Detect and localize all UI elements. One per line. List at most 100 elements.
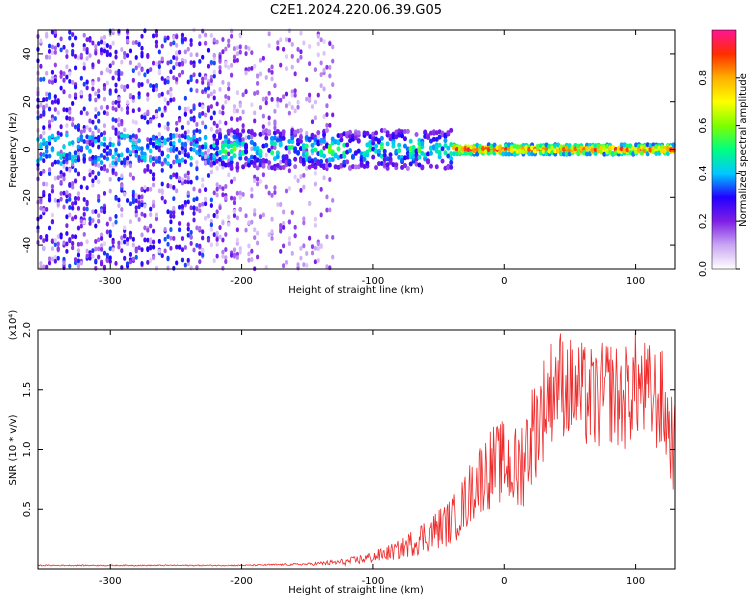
spectrogram-cell [73, 124, 78, 130]
spectrogram-cell [111, 40, 115, 46]
spectrogram-cell [203, 201, 208, 207]
spectrogram-cell [189, 116, 193, 122]
spectrogram-cell [183, 179, 187, 185]
spectrogram-cell [56, 110, 60, 116]
spectrogram-cell [180, 157, 185, 163]
spectrogram-cell [221, 110, 225, 116]
spectrogram-cell [151, 33, 156, 39]
spectrogram-cell [290, 139, 295, 145]
spectrogram-cell [128, 234, 133, 240]
spectrogram-cell [198, 243, 202, 249]
spectrogram-cell [305, 166, 309, 171]
spectrogram-cell [275, 154, 280, 160]
spectrogram-cell [195, 122, 199, 127]
spectrogram-cell [206, 63, 211, 69]
spectrogram-cell [45, 70, 49, 76]
spectrogram-cell [50, 69, 55, 75]
spectrogram-cell [189, 265, 193, 271]
spectrogram-cell [371, 146, 376, 152]
spectrogram-cell [322, 153, 327, 159]
spectrogram-cell [53, 107, 57, 112]
spectrogram-cell [221, 49, 225, 55]
spectrogram-cell [437, 151, 442, 157]
spectrogram-cell [281, 129, 286, 135]
spectrogram-cell [91, 86, 95, 92]
spectrogram-cell [42, 168, 46, 174]
spectrogram-cell [120, 47, 124, 52]
spectrogram-cell [299, 174, 303, 179]
spectrogram-cell [192, 138, 196, 144]
spectrogram-cell [290, 250, 294, 256]
spectrogram-cell [157, 131, 161, 137]
spectrogram-cell [65, 152, 69, 158]
spectrogram-cell [56, 130, 60, 136]
spectrogram-cell [102, 136, 107, 142]
spectrogram-cell [45, 154, 49, 159]
spectrogram-cell [125, 84, 130, 89]
spectrogram-cell [232, 104, 237, 109]
spectrogram-cell [62, 44, 66, 50]
spectrogram-cell [201, 28, 205, 34]
spectrogram-cell [85, 206, 89, 212]
spectrogram-cell [47, 153, 52, 159]
spectrogram-cell [270, 97, 274, 102]
spectrogram-cell [53, 62, 57, 68]
spectrogram-cell [146, 186, 150, 192]
spectrogram-cell [99, 160, 104, 165]
spectrogram-x-tick-label: 100 [626, 276, 645, 287]
spectrogram-cell [221, 79, 225, 85]
spectrogram-cell [250, 193, 254, 199]
spectrogram-cell [73, 234, 78, 240]
spectrogram-cell [157, 155, 161, 161]
figure-title: C2E1.2024.220.06.39.G05 [270, 3, 442, 18]
spectrogram-cell [82, 43, 86, 48]
spectrogram-cell [223, 154, 228, 160]
spectrogram-cell [382, 128, 387, 134]
spectrogram-cell [172, 97, 176, 102]
spectrogram-cell [284, 259, 289, 265]
spectrogram-cell [47, 140, 52, 146]
spectrogram-cell [39, 196, 43, 202]
spectrogram-cell [154, 159, 159, 164]
spectrogram-cell [99, 105, 104, 110]
spectrogram-cell [102, 86, 107, 92]
spectrogram-cell [114, 99, 118, 105]
spectrogram-y-tick-label: -40 [22, 237, 33, 253]
spectrogram-cell [175, 61, 179, 67]
spectrogram-cell [290, 53, 294, 59]
spectrogram-cell [212, 212, 216, 218]
spectrogram-cell [227, 151, 231, 157]
spectrogram-cell [108, 63, 112, 69]
spectrogram-cell [76, 225, 81, 231]
spectrogram-cell [47, 123, 52, 129]
spectrogram-cell [120, 59, 124, 65]
spectrogram-cell [99, 232, 104, 238]
spectrogram-cell [385, 162, 390, 168]
spectrogram-cell [146, 119, 150, 125]
spectrogram-cell [117, 244, 121, 250]
spectrogram-cell [160, 161, 164, 167]
spectrogram-cell [293, 156, 298, 162]
spectrogram-cell [400, 133, 405, 139]
spectrogram-cell [59, 170, 63, 175]
spectrogram-cell [232, 247, 237, 253]
spectrogram-cell [117, 240, 121, 246]
snr-x-axis-label: Height of straight line (km) [288, 585, 424, 596]
spectrogram-cell [105, 156, 110, 162]
spectrogram-cell [238, 137, 243, 143]
spectrogram-cell [313, 245, 317, 251]
spectrogram-cell [252, 154, 257, 160]
spectrogram-cell [166, 79, 170, 85]
spectrogram-cell [186, 190, 190, 196]
spectrogram-cell [267, 115, 271, 121]
spectrogram-cell [183, 134, 188, 140]
spectrogram-cell [319, 60, 323, 66]
spectrogram-cell [319, 149, 324, 155]
spectrogram-cell [88, 141, 92, 147]
spectrogram-cell [125, 105, 130, 111]
spectrogram-cell [313, 222, 317, 228]
spectrogram-cell [256, 254, 260, 260]
spectrogram-cell [235, 237, 239, 243]
spectrogram-cell [279, 223, 283, 228]
